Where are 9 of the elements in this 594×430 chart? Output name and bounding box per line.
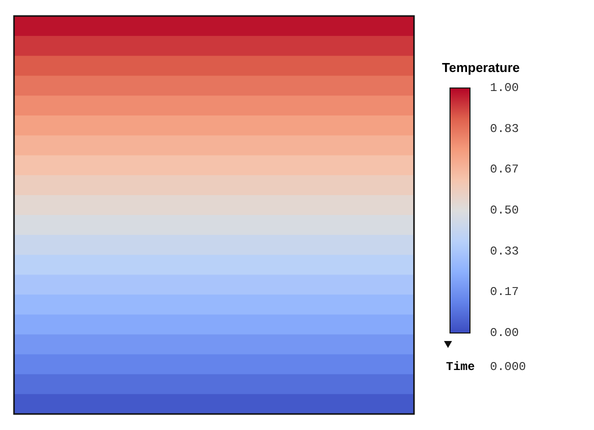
color-bar-label: 0.83 [490, 122, 519, 136]
color-bar-label: 0.00 [490, 326, 519, 340]
color-bar-label: 1.00 [490, 81, 519, 95]
color-bar-title: Temperature [442, 60, 520, 75]
color-bar-label: 0.50 [490, 204, 519, 218]
color-bar-label: 0.67 [490, 162, 519, 177]
color-bar-label: 0.17 [490, 285, 519, 300]
color-bar-label: 0.33 [490, 244, 519, 258]
text: Time 0.000 [446, 360, 526, 374]
